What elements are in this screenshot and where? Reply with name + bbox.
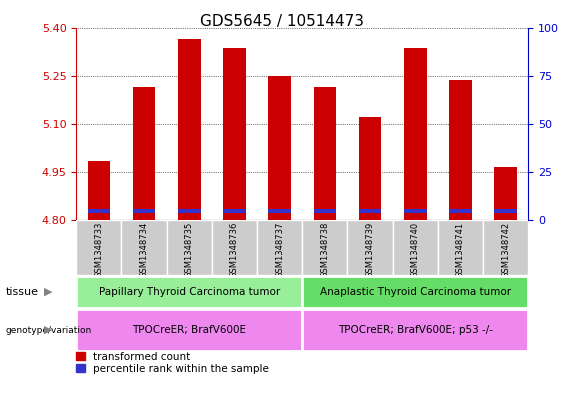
Text: GSM1348739: GSM1348739 (366, 222, 375, 278)
Bar (178, 209, 201, 213)
Bar (178, 39, 201, 220)
Legend: transformed count, percentile rank within the sample: transformed count, percentile rank withi… (76, 352, 269, 374)
Bar (76, 309, 302, 351)
Bar (212, 220, 257, 275)
Bar (438, 220, 483, 275)
Bar (76, 220, 121, 275)
Text: Anaplastic Thyroid Carcinoma tumor: Anaplastic Thyroid Carcinoma tumor (320, 287, 511, 297)
Text: GSM1348741: GSM1348741 (456, 222, 465, 278)
Bar (494, 209, 517, 213)
Text: GSM1348740: GSM1348740 (411, 222, 420, 278)
Text: GSM1348734: GSM1348734 (140, 222, 149, 278)
Text: tissue: tissue (6, 287, 38, 297)
Bar (302, 276, 528, 308)
Bar (302, 220, 347, 275)
Text: genotype/variation: genotype/variation (6, 326, 92, 334)
Bar (167, 220, 212, 275)
Text: ▶: ▶ (44, 325, 53, 335)
Bar (494, 167, 517, 220)
Bar (88, 209, 110, 213)
Bar (302, 309, 528, 351)
Bar (268, 76, 291, 220)
Text: TPOCreER; BrafV600E: TPOCreER; BrafV600E (132, 325, 246, 335)
Bar (88, 161, 110, 220)
Text: GSM1348738: GSM1348738 (320, 222, 329, 278)
Bar (268, 209, 291, 213)
Bar (449, 209, 472, 213)
Bar (314, 87, 336, 220)
Bar (359, 118, 381, 220)
Bar (133, 87, 155, 220)
Text: ▶: ▶ (44, 287, 53, 297)
Bar (483, 220, 528, 275)
Bar (76, 276, 302, 308)
Bar (223, 209, 246, 213)
Text: GSM1348742: GSM1348742 (501, 222, 510, 278)
Text: GSM1348733: GSM1348733 (94, 222, 103, 278)
Bar (347, 220, 393, 275)
Text: GDS5645 / 10514473: GDS5645 / 10514473 (201, 14, 364, 29)
Text: GSM1348737: GSM1348737 (275, 222, 284, 278)
Text: GSM1348736: GSM1348736 (230, 222, 239, 278)
Bar (223, 48, 246, 220)
Bar (314, 209, 336, 213)
Text: Papillary Thyroid Carcinoma tumor: Papillary Thyroid Carcinoma tumor (99, 287, 280, 297)
Bar (404, 209, 427, 213)
Bar (257, 220, 302, 275)
Bar (359, 209, 381, 213)
Bar (393, 220, 438, 275)
Bar (404, 48, 427, 220)
Bar (133, 209, 155, 213)
Bar (449, 81, 472, 220)
Text: GSM1348735: GSM1348735 (185, 222, 194, 278)
Bar (121, 220, 167, 275)
Text: TPOCreER; BrafV600E; p53 -/-: TPOCreER; BrafV600E; p53 -/- (338, 325, 493, 335)
